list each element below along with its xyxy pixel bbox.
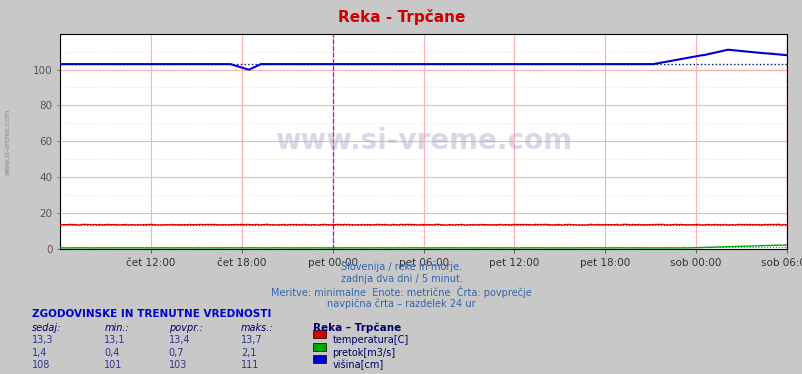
Text: Meritve: minimalne  Enote: metrične  Črta: povprečje: Meritve: minimalne Enote: metrične Črta:…	[271, 286, 531, 298]
Text: www.si-vreme.com: www.si-vreme.com	[275, 127, 571, 155]
Text: 101: 101	[104, 360, 123, 370]
Text: navpična črta – razdelek 24 ur: navpična črta – razdelek 24 ur	[327, 299, 475, 309]
Text: Reka – Trpčane: Reka – Trpčane	[313, 323, 401, 333]
Text: 0,7: 0,7	[168, 348, 184, 358]
Text: temperatura[C]: temperatura[C]	[332, 335, 408, 346]
Text: 13,4: 13,4	[168, 335, 190, 346]
Text: 2,1: 2,1	[241, 348, 256, 358]
Text: Slovenija / reke in morje.: Slovenija / reke in morje.	[341, 262, 461, 272]
Text: 103: 103	[168, 360, 187, 370]
Text: 13,7: 13,7	[241, 335, 262, 346]
Text: min.:: min.:	[104, 323, 129, 333]
Text: povpr.:: povpr.:	[168, 323, 202, 333]
Text: sedaj:: sedaj:	[32, 323, 62, 333]
Text: 13,1: 13,1	[104, 335, 126, 346]
Text: 111: 111	[241, 360, 259, 370]
Text: ZGODOVINSKE IN TRENUTNE VREDNOSTI: ZGODOVINSKE IN TRENUTNE VREDNOSTI	[32, 309, 271, 319]
Text: višina[cm]: višina[cm]	[332, 360, 383, 371]
Text: zadnja dva dni / 5 minut.: zadnja dva dni / 5 minut.	[340, 274, 462, 284]
Text: 0,4: 0,4	[104, 348, 119, 358]
Text: maks.:: maks.:	[241, 323, 273, 333]
Text: Reka - Trpčane: Reka - Trpčane	[338, 9, 464, 25]
Text: www.si-vreme.com: www.si-vreme.com	[5, 109, 11, 175]
Text: 13,3: 13,3	[32, 335, 54, 346]
Text: 108: 108	[32, 360, 51, 370]
Text: pretok[m3/s]: pretok[m3/s]	[332, 348, 395, 358]
Text: 1,4: 1,4	[32, 348, 47, 358]
